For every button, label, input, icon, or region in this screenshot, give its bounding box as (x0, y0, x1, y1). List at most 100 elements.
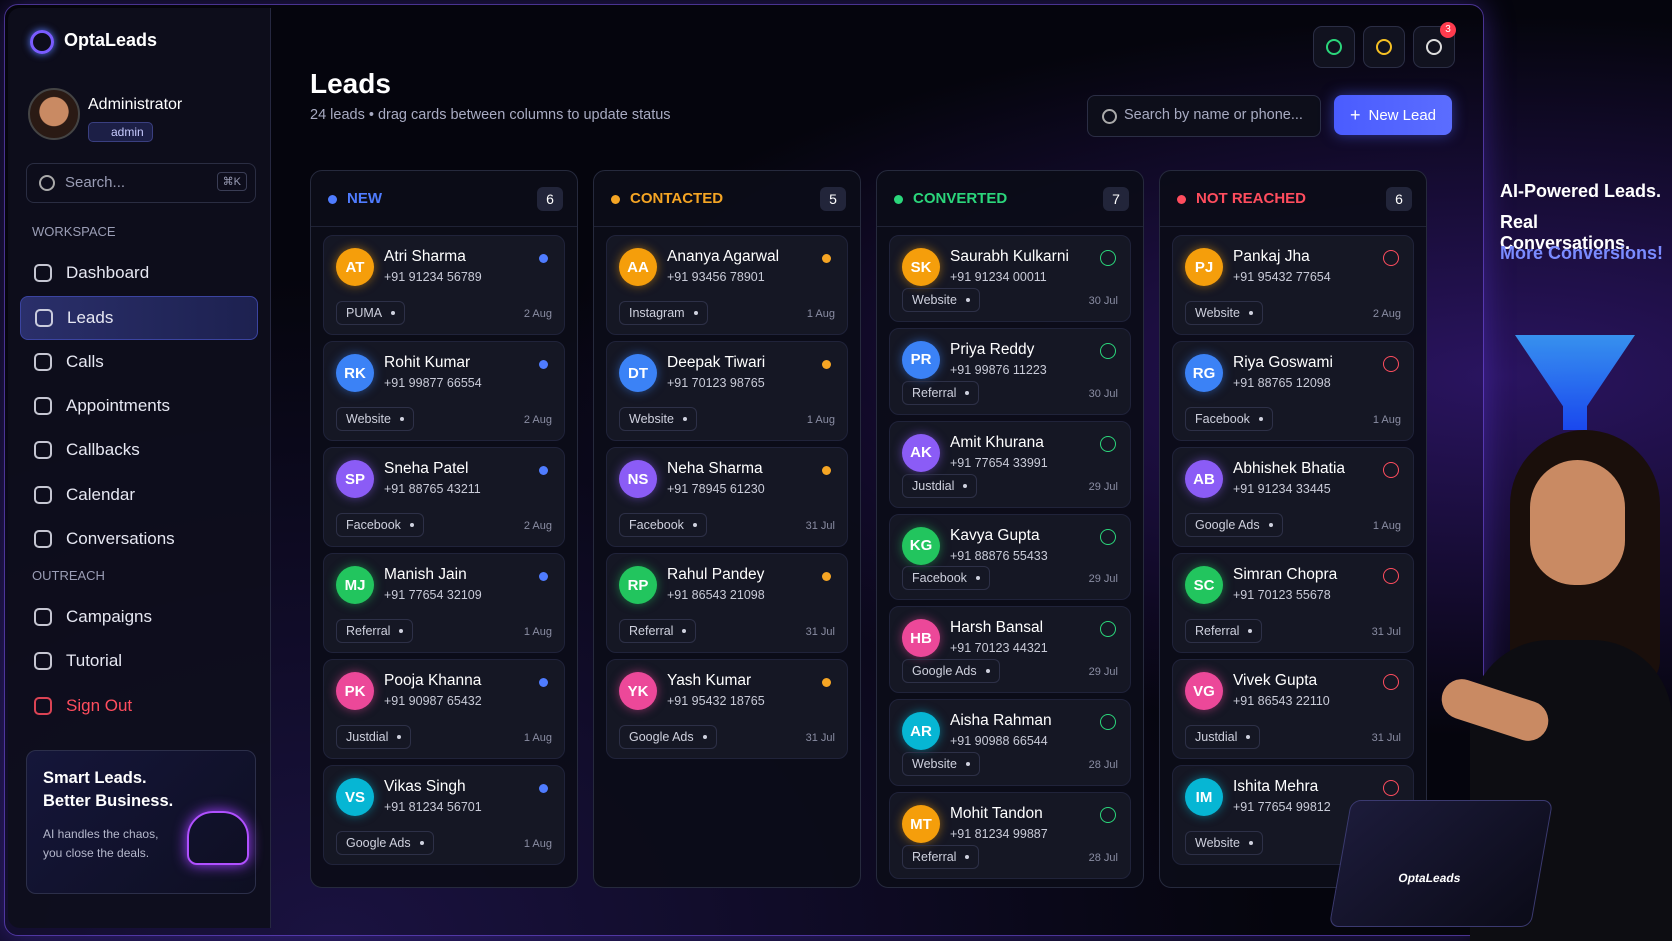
lead-card[interactable]: AA Ananya Agarwal +91 93456 78901 Instagram… (606, 235, 848, 335)
promo-card: Smart Leads. Better Business. AI handles t… (26, 750, 256, 894)
lead-name: Manish Jain (384, 566, 467, 583)
lead-card[interactable]: HB Harsh Bansal +91 70123 44321 Google Ads 2… (889, 606, 1131, 694)
lead-name: Pooja Khanna (384, 672, 482, 689)
lead-avatar: RG (1185, 354, 1223, 392)
search-placeholder: Search... (65, 174, 126, 191)
lead-card[interactable]: RP Rahul Pandey +91 86543 21098 Referral 31 … (606, 553, 848, 653)
status-indicator (1100, 342, 1116, 359)
nav-item[interactable]: Calls (20, 341, 256, 383)
lead-date: 1 Aug (523, 626, 552, 638)
lead-source: Google Ads (336, 831, 434, 855)
lead-phone: +91 78945 61230 (667, 482, 765, 496)
lead-card[interactable]: PJ Pankaj Jha +91 95432 77654 Website 2 Aug (1172, 235, 1414, 335)
lead-source: Instagram (619, 301, 708, 325)
lead-card[interactable]: AK Amit Khurana +91 77654 33991 Justdial 29 … (889, 420, 1131, 508)
lead-phone: +91 91234 56789 (384, 270, 482, 284)
lead-avatar: SK (902, 248, 940, 286)
lead-card[interactable]: NS Neha Sharma +91 78945 61230 Facebook 31 J… (606, 447, 848, 547)
lead-search[interactable]: Search by name or phone... (1087, 95, 1321, 137)
status-indicator (822, 466, 831, 475)
lead-source: Referral (902, 844, 980, 869)
user-role: admin (88, 122, 153, 142)
lead-card[interactable]: VS Vikas Singh +91 81234 56701 Google Ads 1 … (323, 765, 565, 865)
lead-card[interactable]: RG Riya Goswami +91 88765 12098 Facebook 1 A… (1172, 341, 1414, 441)
lead-card[interactable]: AB Abhishek Bhatia +91 91234 33445 Google A… (1172, 447, 1414, 547)
status-indicator (1383, 780, 1399, 796)
status-indicator (1100, 621, 1116, 638)
status-indicator (1383, 674, 1399, 690)
lead-avatar: VS (336, 778, 374, 816)
lead-card[interactable]: PR Priya Reddy +91 99876 11223 Referral 30 J… (889, 327, 1131, 415)
lead-avatar: MT (902, 805, 940, 844)
promo-text: AI handles the chaos, (43, 827, 159, 841)
lead-card[interactable]: DT Deepak Tiwari +91 70123 98765 Website 1 A… (606, 341, 848, 441)
theme-button[interactable] (1363, 26, 1405, 68)
lead-card[interactable]: VG Vivek Gupta +91 86543 22110 Justdial 31 J… (1172, 659, 1414, 759)
search-icon (39, 175, 55, 191)
person-face (1530, 460, 1625, 585)
status-indicator (1100, 528, 1116, 545)
lead-avatar: YK (619, 672, 657, 710)
logo-icon (30, 30, 54, 54)
nav-label: Conversations (66, 528, 175, 548)
lead-date: 2 Aug (1372, 308, 1401, 320)
lead-card[interactable]: AT Atri Sharma +91 91234 56789 PUMA 2 Aug (323, 235, 565, 335)
lead-source: Website (336, 407, 414, 431)
status-dot (611, 195, 620, 204)
lead-card[interactable]: KG Kavya Gupta +91 88876 55433 Facebook 29 J… (889, 513, 1131, 601)
lead-date: 29 Jul (1088, 666, 1118, 679)
lead-source: Website (1185, 831, 1263, 855)
sidebar: OptaLeads Administrator admin Search... ⌘K WO… (8, 8, 271, 928)
new-lead-button[interactable]: + New Lead (1334, 95, 1452, 135)
status-indicator (1383, 462, 1399, 478)
lead-card[interactable]: SP Sneha Patel +91 88765 43211 Facebook 2 Au… (323, 447, 565, 547)
lead-card[interactable]: RK Rohit Kumar +91 99877 66554 Website 2 Aug (323, 341, 565, 441)
lead-name: Pankaj Jha (1233, 248, 1310, 265)
board-column: CONVERTED 7 SK Saurabh Kulkarni +91 91234 00… (876, 170, 1144, 888)
lead-card[interactable]: SK Saurabh Kulkarni +91 91234 00011 Website… (889, 235, 1131, 322)
lead-phone: +91 88765 12098 (1233, 376, 1331, 390)
lead-name: Priya Reddy (950, 340, 1035, 358)
lead-card[interactable]: PK Pooja Khanna +91 90987 65432 Justdial 1 A… (323, 659, 565, 759)
nav-item[interactable]: Leads (20, 296, 258, 341)
lead-date: 28 Jul (1088, 759, 1118, 772)
nav-icon (34, 529, 52, 548)
nav-item[interactable]: Conversations (20, 518, 256, 560)
lead-card[interactable]: YK Yash Kumar +91 95432 18765 Google Ads 31 … (606, 659, 848, 759)
nav-item[interactable]: Dashboard (20, 252, 256, 294)
icon (1326, 39, 1342, 55)
nav-item[interactable]: Tutorial (20, 640, 256, 682)
nav-icon (34, 608, 52, 627)
lead-avatar: SP (336, 460, 374, 498)
lead-avatar: AB (1185, 460, 1223, 498)
lead-card[interactable]: MJ Manish Jain +91 77654 32109 Referral 1 Au… (323, 553, 565, 653)
lead-card[interactable]: MT Mohit Tandon +91 81234 99887 Referral 28 … (889, 792, 1131, 879)
search-box[interactable]: Search... ⌘K (26, 163, 256, 203)
column-count: 6 (537, 187, 563, 211)
nav-item[interactable]: Appointments (20, 385, 256, 427)
lead-source: Website (619, 407, 697, 431)
call-button[interactable] (1313, 26, 1355, 68)
nav-label: Campaigns (66, 607, 152, 627)
lead-date: 2 Aug (523, 308, 552, 320)
lead-avatar: AT (336, 248, 374, 286)
nav-item[interactable]: Sign Out (20, 685, 256, 727)
lead-name: Ananya Agarwal (667, 248, 780, 265)
lead-card[interactable]: AR Aisha Rahman +91 90988 66544 Website 28 J… (889, 699, 1131, 787)
nav-item[interactable]: Campaigns (20, 596, 256, 638)
lead-date: 1 Aug (523, 838, 552, 850)
lead-source: Website (1185, 301, 1263, 325)
lead-card[interactable]: SC Simran Chopra +91 70123 55678 Referral 31… (1172, 553, 1414, 653)
lead-phone: +91 95432 77654 (1233, 270, 1331, 284)
avatar-photo (28, 88, 80, 140)
lead-avatar: VG (1185, 672, 1223, 710)
nav-label: Leads (67, 308, 114, 328)
lead-date: 29 Jul (1088, 573, 1118, 586)
nav-icon (34, 352, 52, 371)
status-indicator (822, 678, 831, 687)
nav-item[interactable]: Callbacks (20, 429, 256, 471)
nav-item[interactable]: Calendar (20, 474, 256, 516)
notification-badge: 3 (1440, 22, 1456, 38)
lead-phone: +91 81234 56701 (384, 800, 482, 814)
column-title: NOT REACHED (1196, 190, 1307, 207)
